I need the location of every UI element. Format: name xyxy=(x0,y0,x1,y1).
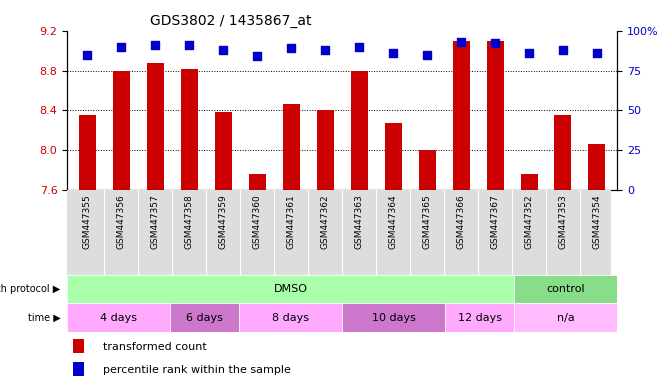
Bar xyxy=(486,41,503,190)
Point xyxy=(558,47,568,53)
Bar xyxy=(239,303,342,332)
Bar xyxy=(72,339,84,353)
Point xyxy=(388,50,399,56)
Bar xyxy=(317,111,333,190)
Point xyxy=(592,50,603,56)
Point xyxy=(218,47,229,53)
Text: 4 days: 4 days xyxy=(100,313,137,323)
Bar xyxy=(113,71,130,190)
Text: GSM447365: GSM447365 xyxy=(423,194,431,249)
Point xyxy=(184,42,195,48)
Bar xyxy=(181,69,198,190)
Text: control: control xyxy=(546,284,585,294)
Point xyxy=(523,50,534,56)
Bar xyxy=(419,150,435,190)
Point xyxy=(82,51,93,58)
Text: GSM447359: GSM447359 xyxy=(219,194,228,249)
Point xyxy=(456,39,466,45)
Bar xyxy=(67,275,514,303)
Text: GSM447361: GSM447361 xyxy=(287,194,296,249)
Text: GSM447352: GSM447352 xyxy=(525,194,533,249)
Point xyxy=(354,44,364,50)
Text: GSM447355: GSM447355 xyxy=(83,194,92,249)
Text: GSM447360: GSM447360 xyxy=(253,194,262,249)
Bar xyxy=(170,303,239,332)
Text: 6 days: 6 days xyxy=(187,313,223,323)
Point xyxy=(490,40,501,46)
Text: 10 days: 10 days xyxy=(372,313,416,323)
Text: GDS3802 / 1435867_at: GDS3802 / 1435867_at xyxy=(150,14,311,28)
Text: GSM447364: GSM447364 xyxy=(389,194,398,249)
Text: percentile rank within the sample: percentile rank within the sample xyxy=(103,365,291,375)
Point xyxy=(422,51,433,58)
Bar xyxy=(215,113,231,190)
Point xyxy=(150,42,161,48)
Text: 8 days: 8 days xyxy=(272,313,309,323)
Bar xyxy=(72,362,84,376)
Text: GSM447356: GSM447356 xyxy=(117,194,126,249)
Text: GSM447362: GSM447362 xyxy=(321,194,329,249)
Text: GSM447367: GSM447367 xyxy=(491,194,499,249)
Text: GSM447363: GSM447363 xyxy=(355,194,364,249)
Bar xyxy=(588,144,605,190)
Bar xyxy=(514,275,617,303)
Text: growth protocol ▶: growth protocol ▶ xyxy=(0,284,60,294)
Bar xyxy=(384,123,402,190)
Text: time ▶: time ▶ xyxy=(28,313,60,323)
Point xyxy=(252,53,262,59)
Bar xyxy=(446,303,514,332)
Text: GSM447366: GSM447366 xyxy=(456,194,466,249)
Bar xyxy=(282,104,300,190)
Bar xyxy=(67,303,170,332)
Bar xyxy=(514,303,617,332)
Bar xyxy=(554,115,572,190)
Bar xyxy=(521,174,537,190)
Text: GSM447354: GSM447354 xyxy=(592,194,601,249)
Text: transformed count: transformed count xyxy=(103,342,207,352)
Text: GSM447358: GSM447358 xyxy=(185,194,194,249)
Bar xyxy=(342,303,446,332)
Point xyxy=(320,47,331,53)
Text: DMSO: DMSO xyxy=(274,284,307,294)
Point xyxy=(286,45,297,51)
Bar xyxy=(79,115,96,190)
Bar xyxy=(351,71,368,190)
Text: n/a: n/a xyxy=(557,313,574,323)
Text: GSM447353: GSM447353 xyxy=(558,194,568,249)
Text: GSM447357: GSM447357 xyxy=(151,194,160,249)
Bar xyxy=(147,63,164,190)
Point xyxy=(116,44,127,50)
Bar xyxy=(453,41,470,190)
Bar xyxy=(249,174,266,190)
Text: 12 days: 12 days xyxy=(458,313,502,323)
